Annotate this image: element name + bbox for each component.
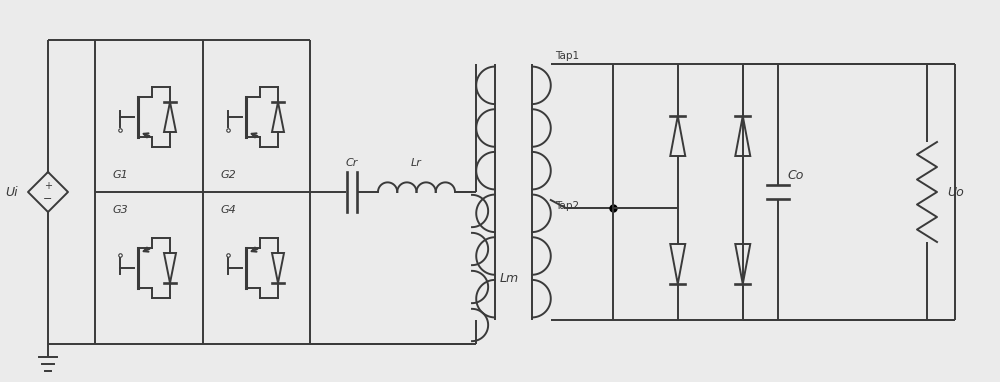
- Text: Cr: Cr: [346, 158, 358, 168]
- Text: Ui: Ui: [5, 186, 18, 199]
- Text: G1: G1: [112, 170, 128, 180]
- Text: Uo: Uo: [947, 186, 964, 199]
- Text: Co: Co: [788, 169, 804, 182]
- Text: +: +: [44, 181, 52, 191]
- Text: Tap2: Tap2: [555, 201, 579, 211]
- Text: Lr: Lr: [411, 158, 422, 168]
- Text: G4: G4: [220, 205, 236, 215]
- Text: Lm: Lm: [500, 272, 519, 285]
- Text: −: −: [43, 194, 53, 204]
- Text: G2: G2: [220, 170, 236, 180]
- Text: Tap1: Tap1: [555, 51, 579, 61]
- Text: G3: G3: [112, 205, 128, 215]
